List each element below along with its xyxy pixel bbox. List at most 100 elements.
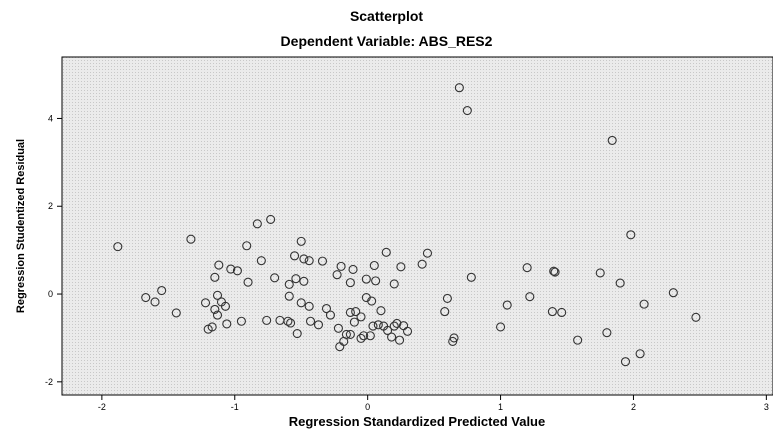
scatter-point — [620, 357, 631, 367]
scatter-point — [332, 270, 342, 280]
scatter-point — [626, 230, 636, 240]
scatter-point — [304, 301, 314, 311]
scatter-point — [395, 335, 405, 345]
scatter-point — [236, 316, 246, 326]
x-axis-label: Regression Standardized Predicted Value — [289, 414, 545, 429]
x-tick-label: 2 — [631, 402, 636, 412]
scatter-point — [335, 342, 345, 352]
scatter-point — [557, 307, 567, 318]
scatter-point — [252, 219, 262, 229]
scatter-point — [313, 320, 324, 330]
scatter-point — [383, 325, 393, 336]
plot-area — [61, 56, 773, 396]
scatter-point — [299, 254, 309, 264]
scatter-point — [389, 321, 399, 331]
scatter-point — [333, 323, 343, 333]
scatter-point — [296, 298, 306, 308]
scatter-point — [602, 328, 612, 338]
scatter-point — [299, 276, 309, 286]
scatter-point — [325, 310, 336, 320]
scatter-point — [226, 264, 236, 274]
scatter-point — [376, 306, 386, 316]
scatter-point — [573, 335, 583, 345]
scatter-point — [361, 274, 371, 284]
scatter-point — [462, 106, 472, 116]
scatter-point — [359, 331, 369, 341]
x-tick-label: 0 — [365, 402, 370, 412]
scatter-point — [222, 319, 232, 329]
scatter-point — [381, 247, 391, 257]
scatter-point — [639, 299, 649, 309]
scatter-point — [256, 256, 266, 266]
scatter-point — [150, 297, 160, 307]
scatter-point — [141, 293, 151, 303]
scatter-point — [283, 316, 293, 326]
x-tick-label: -1 — [231, 402, 239, 412]
scatter-point — [368, 321, 378, 331]
scatter-point — [200, 298, 211, 308]
x-tick-label: 3 — [764, 402, 769, 412]
scatter-point — [549, 266, 559, 276]
scatter-point — [440, 307, 450, 317]
scatter-point — [243, 277, 253, 287]
scatter-point — [321, 303, 332, 314]
scatter-point — [242, 241, 252, 251]
scatter-point — [356, 312, 366, 322]
scatter-point — [422, 248, 433, 258]
scatter-point — [186, 234, 196, 244]
scatter-point — [210, 304, 220, 314]
scatter-point — [290, 251, 300, 261]
scatter-point — [417, 259, 427, 269]
data-points — [113, 83, 701, 367]
scatter-point — [392, 318, 402, 328]
scatter-point — [502, 300, 512, 310]
scatter-point — [220, 301, 231, 311]
scatter-point — [284, 291, 294, 301]
scatter-point — [296, 236, 306, 246]
scatter-point — [635, 349, 645, 359]
y-tick-label: 4 — [48, 113, 53, 123]
scatter-point — [442, 293, 452, 303]
scatter-point — [203, 324, 213, 334]
scatter-point — [317, 256, 328, 266]
scatter-point — [214, 260, 224, 270]
scatter-point — [402, 326, 413, 336]
scatter-point — [550, 267, 560, 277]
x-tick-label: -2 — [98, 402, 106, 412]
scatter-point — [615, 278, 625, 288]
scatter-point — [525, 292, 535, 302]
x-axis: -2 -1 0 1 2 3 — [98, 395, 769, 412]
scatter-point — [466, 272, 476, 282]
scatter-point — [291, 274, 301, 284]
scatter-point — [212, 310, 223, 320]
scatter-point — [304, 256, 314, 266]
scatter-point — [262, 315, 272, 325]
scatter-point — [345, 278, 355, 288]
scatter-point — [270, 273, 280, 283]
scatter-point — [373, 320, 383, 330]
scatter-point — [284, 279, 294, 289]
scatter-point — [113, 242, 123, 252]
scatter-point — [266, 214, 276, 224]
y-axis: -2 0 2 4 — [45, 113, 62, 387]
x-tick-label: 1 — [498, 402, 503, 412]
scatter-point — [365, 331, 375, 341]
y-axis-label: Regression Studentized Residual — [15, 139, 27, 313]
scatter-point — [522, 263, 532, 273]
scatter-point — [212, 290, 223, 300]
scatter-point — [691, 312, 701, 322]
scatter-point — [496, 322, 506, 332]
scatter-point — [336, 261, 346, 271]
scatter-point — [396, 262, 406, 272]
chart-title: Scatterplot — [349, 8, 424, 24]
scatter-point — [210, 272, 220, 282]
scatter-point — [349, 317, 359, 327]
scatter-point — [286, 318, 296, 328]
scatter-point — [448, 336, 458, 346]
scatter-point — [595, 268, 605, 278]
scatter-point — [371, 276, 381, 286]
y-tick-label: 0 — [48, 289, 53, 299]
scatter-point — [171, 308, 181, 318]
chart-subtitle: Dependent Variable: ABS_RES2 — [280, 33, 493, 49]
scatter-point — [369, 260, 379, 271]
